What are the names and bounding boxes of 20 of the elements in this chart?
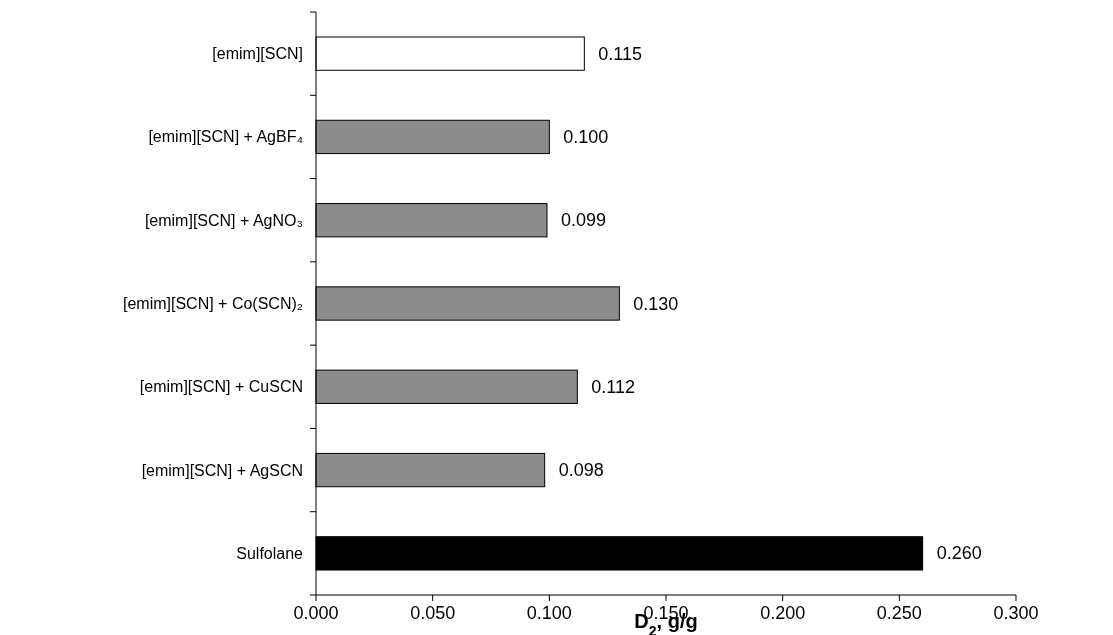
x-tick-label: 0.300 <box>993 603 1039 623</box>
x-tick-label: 0.050 <box>410 603 456 623</box>
x-tick-label: 0.000 <box>293 603 339 623</box>
y-tick-label: Sulfolane <box>236 544 304 562</box>
y-tick-label: [emim][SCN] + AgNO₃ <box>144 211 303 229</box>
y-tick-label: [emim][SCN] + AgBF₄ <box>148 128 303 146</box>
x-tick-label: 0.200 <box>760 603 806 623</box>
x-tick-label: 0.250 <box>876 603 922 623</box>
data-label: 0.260 <box>936 543 982 564</box>
y-tick-label: [emim][SCN] <box>212 45 303 63</box>
y-tick-label: [emim][SCN] + Co(SCN)₂ <box>122 295 303 312</box>
data-label: 0.115 <box>598 43 643 64</box>
data-label: 0.112 <box>591 376 636 397</box>
data-label: 0.098 <box>558 460 604 481</box>
data-label: 0.099 <box>561 210 607 231</box>
y-tick-label: [emim][SCN] + AgSCN <box>141 461 303 479</box>
data-label: 0.100 <box>563 126 609 147</box>
x-tick-label: 0.100 <box>526 603 572 623</box>
y-tick-label: [emim][SCN] + CuSCN <box>139 378 303 396</box>
data-label: 0.130 <box>633 293 679 314</box>
